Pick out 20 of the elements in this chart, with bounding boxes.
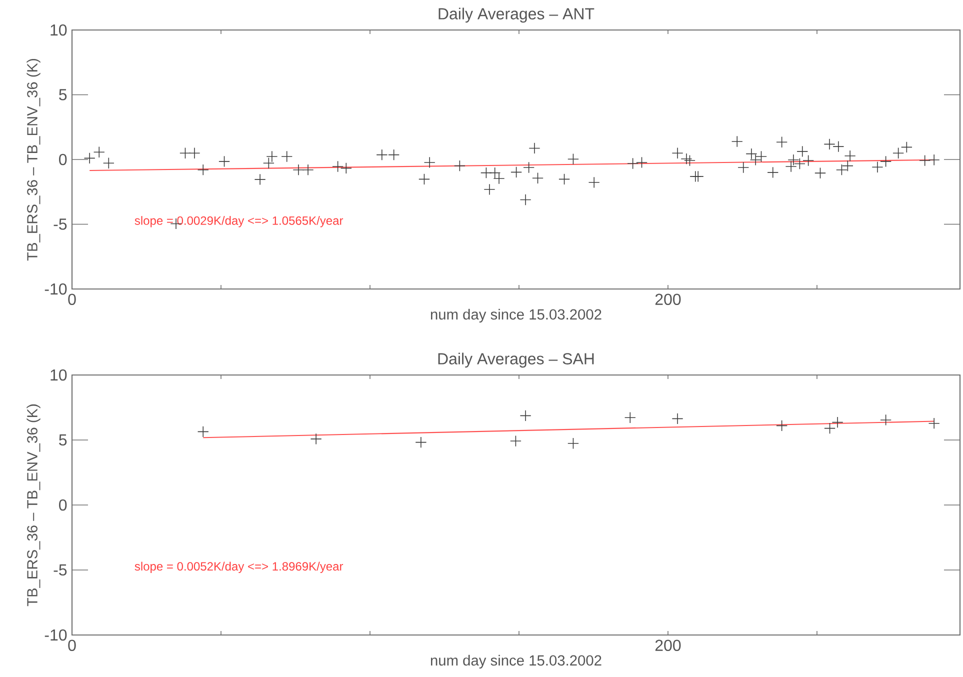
x-axis-title: num day since 15.03.2002: [430, 308, 602, 323]
chart-title: Daily Averages – ANT: [438, 8, 594, 23]
y-axis-title: TB_ERS_36 – TB_ENV_36 (K): [26, 404, 40, 606]
annotation: slope = 0.0029K/day <=> 1.0565K/year: [134, 216, 344, 228]
y-tick-label: 5: [59, 434, 67, 446]
chart-title: Daily Averages – SAH: [438, 352, 594, 368]
y-tick-label: -10: [44, 629, 67, 641]
y-tick-label: 0: [59, 154, 67, 166]
x-tick-label: 200: [655, 640, 681, 652]
y-axis-title: TB_ERS_36 – TB_ENV_36 (K): [26, 58, 40, 261]
y-tick-label: -10: [44, 283, 67, 295]
y-tick-label: -5: [54, 218, 67, 230]
annotation: slope = 0.0052K/day <=> 1.8969K/year: [134, 562, 344, 573]
y-tick-label: -5: [54, 564, 67, 576]
y-tick-label: 10: [50, 24, 67, 36]
x-tick-label: 200: [655, 294, 681, 306]
y-tick-label: 0: [59, 499, 67, 511]
x-axis-title: num day since 15.03.2002: [430, 654, 602, 669]
y-tick-label: 5: [59, 89, 67, 100]
y-tick-label: 10: [50, 369, 67, 381]
